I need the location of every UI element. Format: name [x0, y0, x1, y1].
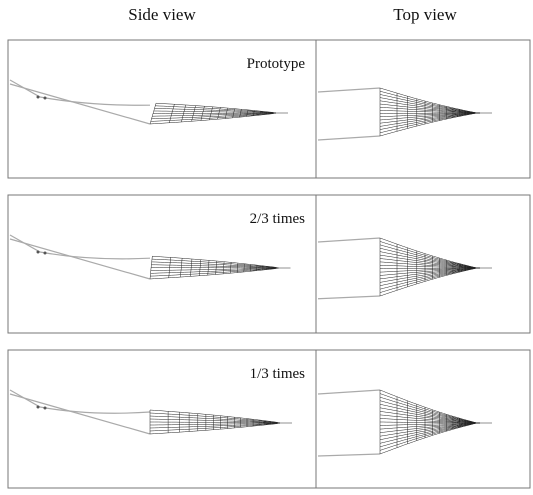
top-view-panel [316, 195, 530, 333]
figure-row: 1/3 times [8, 350, 530, 488]
column-header: Top view [393, 5, 457, 24]
float [37, 96, 40, 99]
float [44, 407, 47, 410]
figure-row: 2/3 times [8, 195, 530, 333]
row-label: Prototype [247, 56, 306, 72]
row-label: 2/3 times [250, 211, 306, 227]
float [37, 406, 40, 409]
float [44, 97, 47, 100]
float [37, 251, 40, 254]
figure-row: Prototype [8, 40, 530, 178]
row-label: 1/3 times [250, 366, 306, 382]
top-view-panel [316, 40, 530, 178]
figure: Side view Top view Prototype 2/3 times 1/3… [0, 0, 533, 490]
column-header: Side view [128, 5, 196, 24]
panels: Prototype 2/3 times 1/3 times [8, 40, 530, 488]
float [44, 252, 47, 255]
